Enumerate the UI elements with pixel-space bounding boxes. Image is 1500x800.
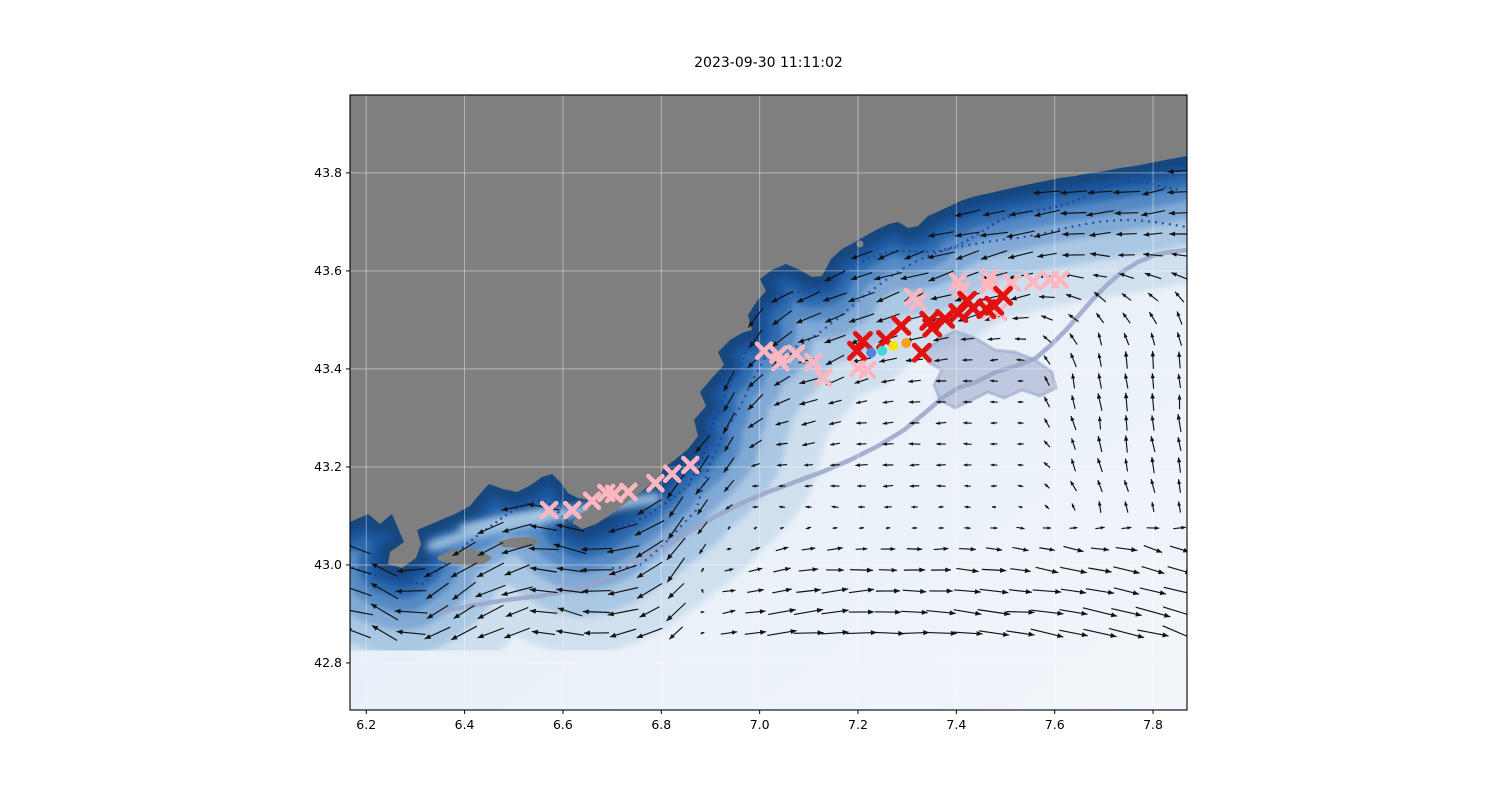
red-x-marker (922, 317, 943, 338)
pink-x-marker (539, 500, 559, 520)
x-tick-label: 6.8 (651, 717, 671, 732)
trajectory-dot (888, 340, 899, 351)
x-tick-label: 6.6 (553, 717, 573, 732)
trajectory-dot (901, 337, 912, 348)
pink-x-marker (981, 268, 1000, 288)
axis-ticks: 6.2 6.4 6.6 6.8 7.0 7.2 7.4 7.6 7.8 42.8 43.0 43.2 4… (314, 165, 1163, 732)
island (856, 240, 864, 248)
pink-x-marker (813, 368, 833, 388)
red-x-marker (911, 342, 932, 363)
plot-title: 2023-09-30 11:11:02 (694, 55, 843, 71)
y-tick-label: 43.2 (314, 459, 342, 474)
map-layers (350, 95, 1187, 710)
x-tick-label: 7.8 (1143, 717, 1163, 732)
red-x-marker (891, 315, 912, 336)
trajectory-dot (877, 345, 888, 356)
x-tick-label: 7.0 (750, 717, 770, 732)
y-tick-label: 43.4 (314, 361, 342, 376)
island (438, 549, 492, 566)
pink-x-marker (681, 455, 700, 475)
x-tick-label: 7.4 (946, 717, 966, 732)
pink-x-marker (582, 491, 602, 511)
x-tick-label: 6.4 (455, 717, 475, 732)
x-tick-label: 7.2 (848, 717, 868, 732)
pink-x-marker (952, 280, 971, 300)
red-x-marker (847, 340, 868, 361)
red-x-marker (993, 285, 1014, 306)
pink-x-marker (646, 473, 665, 493)
y-tick-label: 43.6 (314, 263, 342, 278)
trajectory-dot (866, 347, 877, 358)
land-mass (350, 95, 1187, 568)
x-tick-label: 7.6 (1045, 717, 1065, 732)
pink-x-marker (771, 352, 790, 372)
pink-x-marker (1023, 272, 1043, 291)
pink-x-marker (1002, 273, 1022, 292)
pink-x-marker (858, 360, 877, 380)
red-x-marker (852, 331, 873, 351)
pink-x-marker (786, 344, 806, 363)
y-tick-label: 43.0 (314, 557, 342, 572)
gridlines (350, 95, 1187, 710)
x-tick-label: 6.2 (356, 717, 376, 732)
pink-x-marker (604, 484, 624, 504)
red-x-marker (935, 308, 956, 329)
pink-x-marker (619, 482, 638, 502)
pink-x-marker (563, 500, 582, 520)
axes-frame (349, 94, 1188, 711)
pink-x-marker (908, 292, 928, 312)
y-tick-label: 43.8 (314, 165, 342, 180)
y-tick-label: 42.8 (314, 655, 342, 670)
pink-x-marker (1050, 270, 1070, 289)
pink-x-marker (804, 352, 823, 372)
markers (539, 268, 1070, 520)
pink-x-marker (662, 464, 682, 484)
pink-x-marker (754, 341, 774, 361)
